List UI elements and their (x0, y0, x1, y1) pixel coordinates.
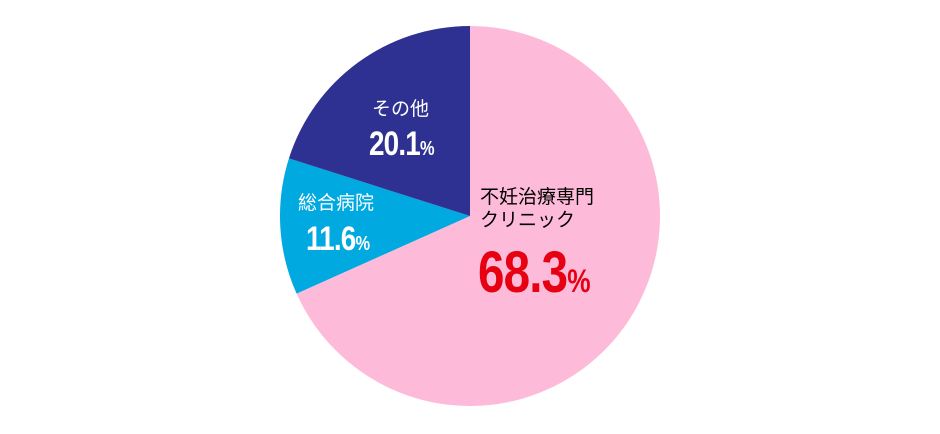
pie-slice-clinic (296, 26, 660, 406)
slice-label-other: その他 (372, 98, 430, 120)
slice-value-other: 20.1% (369, 125, 435, 163)
slice-label-general-hospital: 総合病院 (298, 192, 375, 214)
pie-slice-general-hospital (280, 158, 470, 294)
slice-value-clinic: 68.3% (478, 240, 591, 305)
slice-label-clinic: 不妊治療専門 クリニック (480, 186, 595, 231)
slice-value-general-hospital: 11.6% (306, 220, 370, 258)
pie-slice-other (288, 26, 470, 216)
